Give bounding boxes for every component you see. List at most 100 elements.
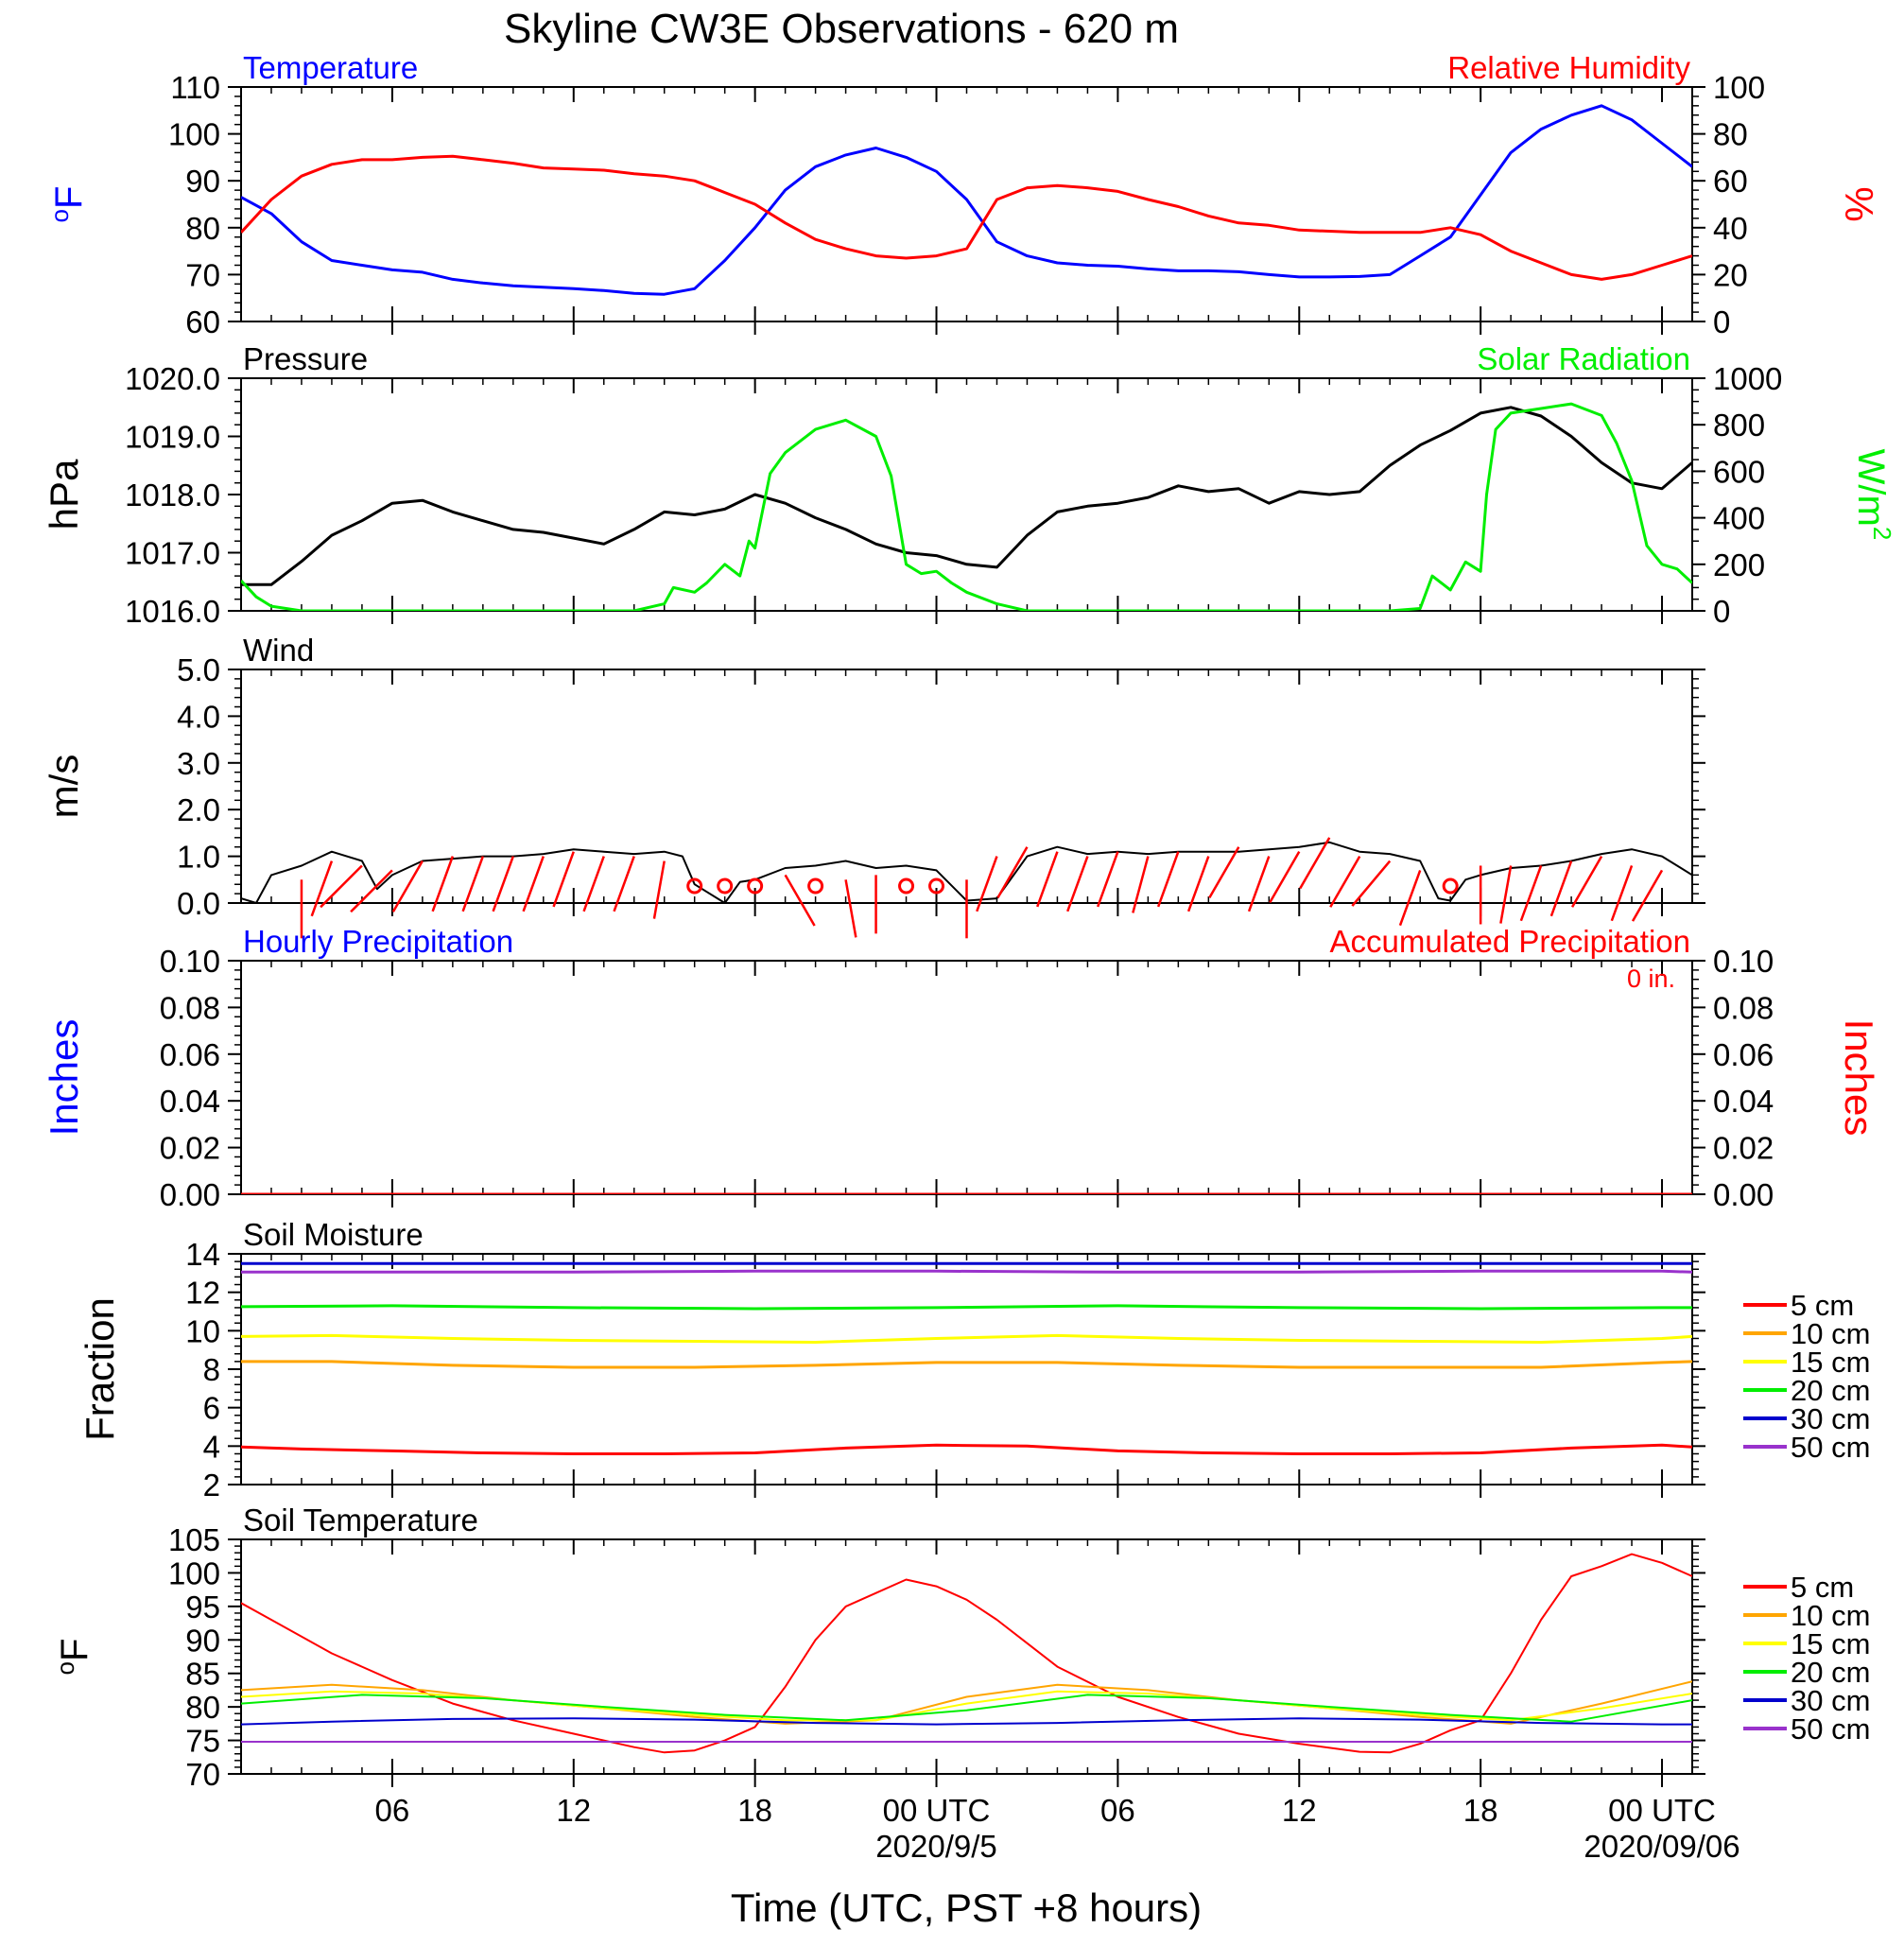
y-right-tick-label: 800 bbox=[1713, 408, 1765, 443]
wind-barb bbox=[350, 869, 393, 913]
wind-barb bbox=[1610, 865, 1634, 922]
wind-calm-marker bbox=[747, 877, 764, 895]
x-tick-label: 12 bbox=[1282, 1793, 1317, 1828]
y-left-tick-label: 90 bbox=[185, 164, 220, 199]
series-line-10-cm bbox=[241, 1680, 1692, 1725]
panel-left-title: Hourly Precipitation bbox=[243, 924, 513, 959]
panel-pressure_solar: 1016.0 1017.0 1018.0 1019.0 1020.0 0 200 400 600… bbox=[42, 341, 1896, 629]
y-left-tick-label: 80 bbox=[185, 1690, 220, 1725]
wind-barb bbox=[1398, 869, 1422, 927]
page-title: Skyline CW3E Observations - 620 m bbox=[504, 6, 1179, 52]
accumulation-annotation: 0 in. bbox=[1627, 964, 1675, 993]
y-right-axis-label: % bbox=[1837, 186, 1881, 221]
wind-barb bbox=[1329, 855, 1361, 908]
series-line-left bbox=[241, 104, 1692, 296]
y-left-tick-label: 60 bbox=[185, 304, 220, 339]
series-line-10-cm bbox=[241, 1360, 1692, 1369]
wind-barb bbox=[552, 851, 575, 908]
panel-left-title: Temperature bbox=[243, 50, 418, 85]
panel-wind: 0.0 1.0 2.0 3.0 4.0 5.0 Wind m/s bbox=[42, 633, 1705, 939]
y-left-tick-label: 5.0 bbox=[177, 652, 220, 687]
y-left-tick-label: 12 bbox=[185, 1276, 220, 1311]
series-group bbox=[241, 1553, 1692, 1754]
wind-barb bbox=[1549, 860, 1573, 917]
series-line-15-cm bbox=[241, 1333, 1692, 1344]
y-right-tick-label: 400 bbox=[1713, 501, 1765, 536]
wind-barb bbox=[1299, 837, 1331, 890]
y-left-axis-label: oF bbox=[51, 1639, 95, 1676]
x-tick-label: 12 bbox=[556, 1793, 591, 1828]
y-left-tick-label: 0.06 bbox=[160, 1037, 220, 1072]
wind-barb bbox=[1066, 856, 1089, 912]
y-left-tick-label: 95 bbox=[185, 1590, 220, 1625]
series-line-50-cm bbox=[241, 1269, 1692, 1274]
y-left-tick-label: 100 bbox=[168, 117, 220, 152]
y-left-tick-label: 105 bbox=[168, 1522, 220, 1557]
plot-frame bbox=[240, 960, 1693, 1195]
wind-barb bbox=[310, 860, 334, 917]
y-left-axis-label: oF bbox=[45, 186, 90, 223]
y-right-tick-label: 0 bbox=[1713, 594, 1730, 629]
legend-label: 10 cm bbox=[1791, 1599, 1870, 1632]
panel-precipitation: 0.00 0.02 0.04 0.06 0.08 0.10 0.00 0.02 0.04 0.06… bbox=[42, 924, 1881, 1212]
plot-frame bbox=[240, 1253, 1693, 1486]
panel-left-title: Soil Moisture bbox=[243, 1217, 424, 1252]
y-left-tick-label: 0.10 bbox=[160, 944, 220, 979]
wind-calm-marker bbox=[928, 877, 945, 895]
wind-barb bbox=[1208, 846, 1240, 899]
wind-barb bbox=[1132, 856, 1150, 913]
series-line-5-cm bbox=[241, 1443, 1692, 1455]
y-left-axis-label: m/s bbox=[42, 755, 86, 819]
y-right-tick-label: 0.02 bbox=[1713, 1131, 1774, 1166]
panel-left-title: Wind bbox=[243, 633, 314, 668]
plot-frame bbox=[240, 86, 1693, 322]
plot-frame bbox=[240, 377, 1693, 612]
y-left-tick-label: 2.0 bbox=[177, 792, 220, 827]
x-tick-label: 06 bbox=[1100, 1793, 1135, 1828]
y-right-tick-label: 0.04 bbox=[1713, 1084, 1774, 1119]
legend-label: 30 cm bbox=[1791, 1402, 1870, 1435]
y-right-tick-label: 80 bbox=[1713, 117, 1748, 152]
wind-barb bbox=[1097, 851, 1119, 908]
y-left-tick-label: 110 bbox=[170, 70, 220, 105]
x-tick-label: 00 UTC bbox=[1608, 1793, 1716, 1828]
wind-barb bbox=[391, 860, 424, 912]
wind-barb bbox=[976, 856, 998, 912]
y-left-axis-label: hPa bbox=[42, 459, 86, 530]
y-left-tick-label: 90 bbox=[185, 1623, 220, 1658]
y-left-tick-label: 4.0 bbox=[177, 699, 220, 734]
y-left-tick-label: 14 bbox=[185, 1237, 220, 1272]
y-left-tick-label: 0.0 bbox=[177, 886, 220, 921]
y-left-tick-label: 10 bbox=[185, 1313, 220, 1348]
panel-left-title: Pressure bbox=[243, 341, 368, 376]
x-tick-label: 18 bbox=[1463, 1793, 1498, 1828]
y-left-tick-label: 1017.0 bbox=[125, 536, 220, 571]
series-line-20-cm bbox=[241, 1304, 1692, 1311]
legend-label: 50 cm bbox=[1791, 1431, 1870, 1464]
panel-left-title: Soil Temperature bbox=[243, 1503, 478, 1538]
series-line-30-cm bbox=[241, 1717, 1692, 1726]
series-line-left bbox=[241, 406, 1692, 586]
plot-frame bbox=[240, 669, 1693, 904]
y-left-tick-label: 1020.0 bbox=[125, 361, 220, 396]
wind-barb bbox=[613, 856, 635, 912]
y-right-tick-label: 1000 bbox=[1713, 361, 1782, 396]
series-line-20-cm bbox=[241, 1694, 1692, 1723]
y-left-axis-label: Fraction bbox=[78, 1297, 122, 1441]
legend-label: 5 cm bbox=[1791, 1571, 1854, 1604]
wind-barb bbox=[431, 856, 455, 912]
y-left-tick-label: 80 bbox=[185, 211, 220, 246]
y-left-tick-label: 1018.0 bbox=[125, 478, 220, 513]
series-line-right bbox=[241, 154, 1692, 281]
y-left-tick-label: 6 bbox=[203, 1391, 220, 1426]
y-left-tick-label: 1016.0 bbox=[125, 594, 220, 629]
plot-frame bbox=[240, 1538, 1693, 1775]
y-left-tick-label: 70 bbox=[185, 257, 220, 292]
series-group bbox=[241, 402, 1692, 611]
x-axis-label: Time (UTC, PST +8 hours) bbox=[731, 1885, 1202, 1930]
wind-calm-marker bbox=[1442, 877, 1459, 895]
y-left-tick-label: 85 bbox=[185, 1657, 220, 1692]
y-right-tick-label: 0.08 bbox=[1713, 990, 1774, 1025]
legend-label: 10 cm bbox=[1791, 1317, 1870, 1350]
y-right-axis-label: Inches bbox=[1837, 1019, 1881, 1137]
